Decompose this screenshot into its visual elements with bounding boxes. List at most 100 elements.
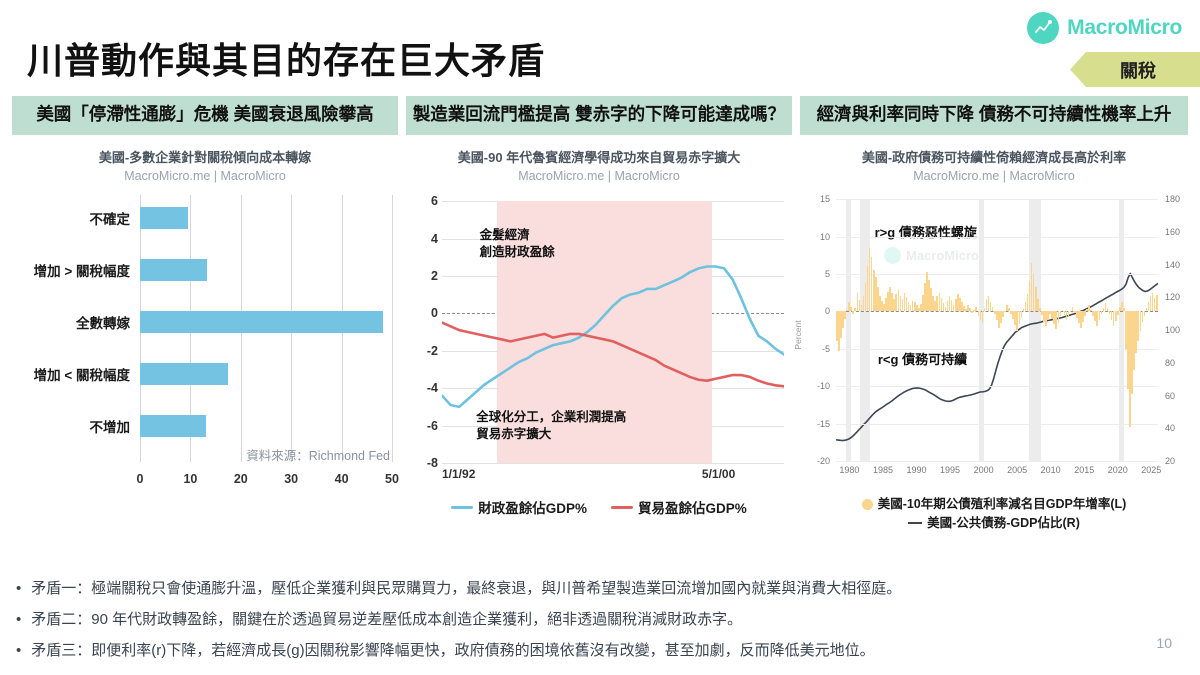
spread-bar bbox=[897, 290, 900, 312]
spread-bar bbox=[1006, 304, 1008, 312]
spread-bar bbox=[977, 311, 980, 316]
legend-item[interactable]: 財政盈餘佔GDP% bbox=[451, 497, 587, 517]
spread-bar bbox=[1036, 299, 1039, 312]
combo-chart-annotation-rltg: r<g 債務可持續 bbox=[877, 351, 968, 367]
y-tick-label-left: 0 bbox=[824, 306, 830, 317]
x-tick-label: 1980 bbox=[839, 465, 860, 476]
bar-row-fill bbox=[140, 363, 228, 386]
recession-band bbox=[1119, 199, 1124, 462]
spread-bar bbox=[842, 311, 844, 328]
panel-1-header: 美國「停滯性通膨」危機 美國衰退風險攀高 bbox=[12, 96, 398, 136]
legend-item[interactable]: 美國-10年期公債殖利率減名目GDP年增率(L) bbox=[800, 495, 1188, 514]
spread-bar bbox=[1022, 309, 1025, 312]
y-tick-label-left: 5 bbox=[824, 268, 830, 279]
x-tick-label: 2010 bbox=[1040, 465, 1061, 476]
x-tick-label: 2025 bbox=[1141, 465, 1162, 476]
panel-2-chart-subtitle: MacroMicro.me | MacroMicro bbox=[518, 169, 680, 184]
chart-line-circle-icon bbox=[1027, 12, 1060, 44]
spread-bar bbox=[975, 306, 978, 312]
spread-bar bbox=[967, 304, 969, 312]
spread-bar bbox=[1104, 303, 1107, 312]
spread-bar bbox=[1141, 311, 1144, 322]
spread-bar bbox=[864, 282, 867, 312]
spread-bar bbox=[881, 300, 883, 312]
spread-bar bbox=[1147, 302, 1150, 312]
spread-bar bbox=[1028, 280, 1031, 312]
spread-bar bbox=[1002, 311, 1004, 317]
spread-bar bbox=[1082, 311, 1084, 322]
x-tick-label: 2005 bbox=[1007, 465, 1028, 476]
spread-bar bbox=[885, 297, 887, 312]
line-chart-y-axis: 6 4 2 0 -2 -4 -6 -8 bbox=[406, 194, 438, 470]
legend-label: 貿易盈餘佔GDP% bbox=[638, 501, 747, 517]
spread-bar bbox=[983, 308, 986, 312]
spread-bar bbox=[995, 311, 998, 321]
spread-bar bbox=[1071, 306, 1074, 312]
bar-row-label: 不增加 bbox=[89, 420, 131, 436]
spread-bar bbox=[961, 302, 963, 312]
spread-bar bbox=[1121, 302, 1123, 312]
spread-bar bbox=[872, 270, 875, 312]
spread-bar bbox=[942, 303, 945, 312]
spread-bar bbox=[1119, 306, 1121, 312]
spread-bar bbox=[909, 304, 912, 312]
gridline bbox=[836, 348, 1158, 350]
debt-vs-rate-combo-chart: Percent 15 10 5 0 -5 -10 -15 -20 180 160 140 120 10… bbox=[793, 193, 1188, 493]
bar-row-fill bbox=[140, 207, 188, 230]
spread-bar bbox=[940, 297, 943, 312]
spread-bar bbox=[973, 309, 975, 312]
recession-band bbox=[860, 199, 871, 462]
spread-bar bbox=[844, 311, 846, 319]
spread-bar bbox=[938, 292, 941, 312]
bar-row-fill bbox=[140, 311, 383, 334]
spread-bar bbox=[1012, 311, 1014, 319]
bar-row: 全數轉嫁 bbox=[12, 307, 398, 337]
spread-bar bbox=[846, 309, 848, 312]
spread-bar bbox=[989, 301, 992, 312]
spread-bar bbox=[1051, 311, 1053, 319]
y-tick-label-right: 140 bbox=[1165, 259, 1181, 270]
x-tick-label: 1995 bbox=[940, 465, 961, 476]
spread-bar bbox=[1114, 311, 1117, 322]
panel-1-chart-title: 美國-多數企業針對關稅傾向成本轉嫁 bbox=[98, 150, 312, 166]
y-tick-label: 4 bbox=[431, 231, 438, 246]
spread-bar bbox=[1014, 311, 1017, 325]
bullet-marker: • bbox=[16, 610, 22, 628]
spread-bar bbox=[1139, 311, 1142, 331]
spread-bar bbox=[856, 292, 859, 312]
legend-label: 美國-10年期公債殖利率減名目GDP年增率(L) bbox=[877, 497, 1127, 512]
spread-bar bbox=[1133, 311, 1135, 370]
line-chart-series-svg bbox=[442, 201, 784, 463]
bullet-text: 矛盾二：90 年代財政轉盈餘，關鍵在於透過貿易逆差壓低成本創造企業獲利，絕非透過… bbox=[31, 610, 743, 628]
gridline bbox=[836, 386, 1158, 388]
x-tick-label: 1/1/92 bbox=[442, 467, 476, 482]
legend-item[interactable]: 貿易盈餘佔GDP% bbox=[611, 497, 747, 517]
y-tick-label-right: 100 bbox=[1165, 325, 1181, 336]
x-tick-label: 20 bbox=[233, 472, 248, 487]
y-tick-label-right: 60 bbox=[1165, 390, 1176, 401]
spread-bar bbox=[1125, 311, 1127, 349]
panel-3-chart-subtitle: MacroMicro.me | MacroMicro bbox=[913, 169, 1075, 184]
spread-bar bbox=[1063, 311, 1066, 316]
spread-bar bbox=[1143, 311, 1146, 316]
spread-bar bbox=[952, 304, 955, 312]
y-tick-label-right: 20 bbox=[1165, 456, 1176, 467]
bullet-item: • 矛盾一：極端關稅只會使通膨升溫，壓低企業獲利與民眾購買力，最終衰退，與川普希望… bbox=[16, 578, 1146, 600]
bar-row: 增加 > 關稅幅度 bbox=[12, 255, 398, 285]
spread-bar bbox=[854, 308, 857, 312]
spread-bar bbox=[1155, 294, 1158, 312]
y-tick-label-left: -15 bbox=[816, 418, 830, 429]
x-tick-label: 1985 bbox=[872, 465, 893, 476]
spread-bar bbox=[913, 302, 916, 312]
spread-bar bbox=[905, 297, 908, 312]
legend-item[interactable]: 美國-公共債務-GDP佔比(R) bbox=[800, 514, 1188, 533]
spread-bar bbox=[1069, 310, 1072, 312]
gridline bbox=[836, 273, 1158, 275]
spread-bar bbox=[1000, 311, 1002, 323]
y-tick-label-right: 80 bbox=[1165, 357, 1176, 368]
bullet-item: • 矛盾三：即便利率(r)下降，若經濟成長(g)因關稅影響降幅更快，政府債務的困境… bbox=[16, 640, 1146, 662]
bar-row-track bbox=[140, 255, 398, 285]
page-number: 10 bbox=[1156, 635, 1172, 651]
spread-bar bbox=[915, 305, 918, 312]
spread-bar bbox=[1100, 311, 1103, 314]
